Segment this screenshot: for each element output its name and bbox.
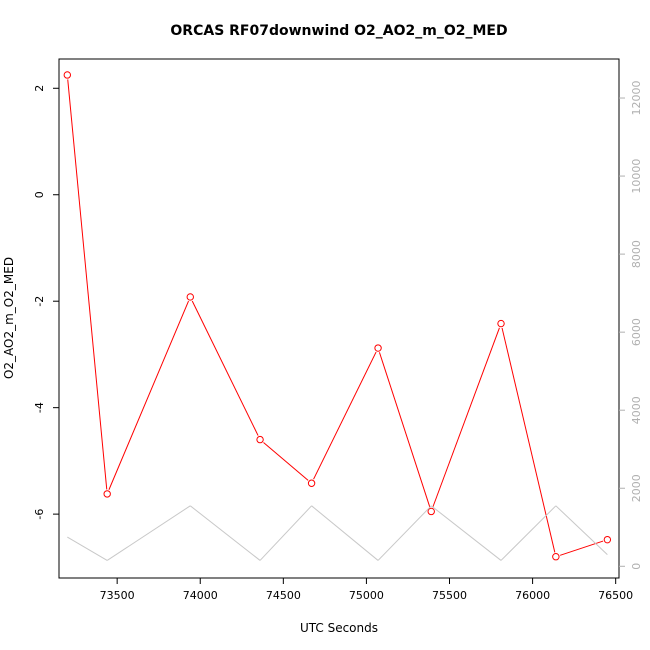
y2-tick-label: 2000 [630, 474, 643, 502]
y-axis-label: O2_AO2_m_O2_MED [2, 257, 16, 379]
series-0-point [374, 344, 382, 352]
y2-tick-label: 6000 [630, 318, 643, 346]
series-0-point [307, 479, 316, 487]
series-0-point [103, 490, 111, 498]
series-0-segment [263, 442, 309, 481]
axes-group: 73500 74000 74500 75000 75500 76000 76500 2 0 -2 -… [33, 81, 643, 602]
series-0-point [186, 293, 194, 301]
plot-frame [58, 58, 620, 579]
series-0-point [427, 507, 435, 516]
y2-tick-label: 10000 [630, 159, 643, 194]
series-1-segment [430, 505, 502, 561]
y2-tick-label: 8000 [630, 240, 643, 268]
series-1-segment [67, 536, 108, 561]
series-0-segment [378, 352, 431, 508]
series-1-segment [555, 505, 608, 555]
series-0-point [552, 553, 560, 561]
series-0-segment [313, 351, 377, 480]
series-0-segment [108, 300, 189, 490]
series-1-segment [377, 505, 432, 561]
x-tick-label: 73500 [100, 589, 135, 602]
series-0-point [256, 435, 264, 444]
series-0-segment [559, 540, 604, 556]
x-tick-label: 74000 [183, 589, 218, 602]
y2-tick-label: 4000 [630, 396, 643, 424]
series-1-segment [106, 505, 191, 561]
y-tick-label: -6 [33, 509, 46, 520]
x-axis-label: UTC Seconds [300, 621, 378, 635]
y-tick-label: 2 [33, 85, 46, 92]
series-group [63, 71, 612, 561]
y2-tick-label: 12000 [630, 81, 643, 116]
series-1-segment [311, 505, 379, 561]
y-tick-label: -2 [33, 296, 46, 307]
x-tick-label: 75000 [349, 589, 384, 602]
series-0-point [497, 319, 505, 328]
x-tick-label: 75500 [432, 589, 467, 602]
series-0-segment [191, 300, 259, 436]
x-tick-label: 74500 [266, 589, 301, 602]
series-0-point [63, 71, 72, 79]
x-tick-label: 76000 [515, 589, 550, 602]
chart-title: ORCAS RF07downwind O2_AO2_m_O2_MED [170, 23, 507, 39]
y-tick-label: -4 [33, 402, 46, 413]
series-0-segment [501, 327, 556, 553]
series-1-segment [500, 505, 557, 561]
series-0-segment [432, 327, 500, 508]
y-tick-label: 0 [33, 191, 46, 198]
series-0-point [603, 535, 612, 544]
y2-tick-label: 0 [630, 563, 643, 570]
series-0-segment [67, 79, 108, 490]
series-1-segment [259, 505, 312, 561]
series-1-segment [189, 505, 261, 561]
x-tick-label: 76500 [598, 589, 633, 602]
